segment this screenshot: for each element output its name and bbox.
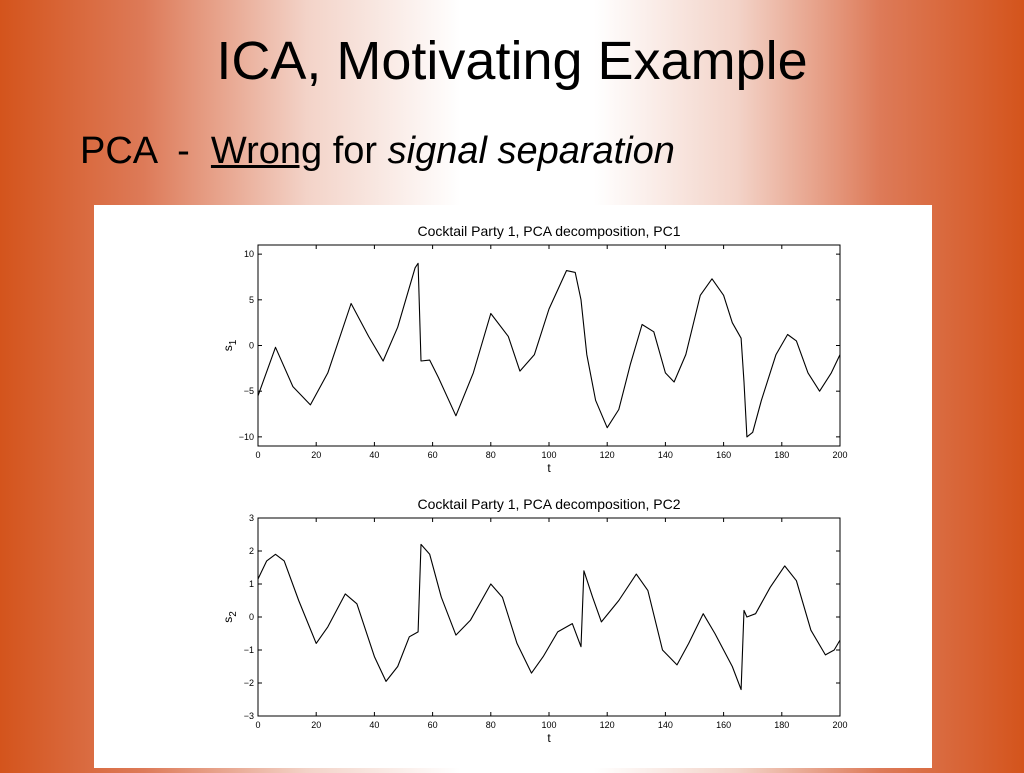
- chart-1-xtick-label: 40: [369, 450, 379, 460]
- chart-2-xtick-label: 200: [832, 720, 847, 730]
- chart-2-xtick-label: 40: [369, 720, 379, 730]
- chart-2-series-line: [257, 543, 841, 691]
- chart-2: Cocktail Party 1, PCA decomposition, PC2…: [221, 496, 848, 745]
- chart-2-ytick-label: 2: [249, 546, 254, 556]
- chart-1-xtick-label: 0: [255, 450, 260, 460]
- chart-1-xtick-label: 80: [486, 450, 496, 460]
- chart-2-ytick-label: 3: [249, 513, 254, 523]
- chart-2-xtick-label: 160: [716, 720, 731, 730]
- chart-1: Cocktail Party 1, PCA decomposition, PC1…: [221, 223, 848, 475]
- chart-2-xtick-label: 120: [600, 720, 615, 730]
- chart-2-xtick-label: 80: [486, 720, 496, 730]
- chart-2-title: Cocktail Party 1, PCA decomposition, PC2: [417, 496, 680, 512]
- chart-1-xtick-label: 20: [311, 450, 321, 460]
- subtitle-prefix: PCA -: [80, 130, 211, 172]
- chart-2-xtick-label: 140: [658, 720, 673, 730]
- chart-2-xlabel: t: [547, 731, 551, 745]
- chart-2-xtick-label: 180: [774, 720, 789, 730]
- chart-1-xtick-label: 140: [658, 450, 673, 460]
- chart-1-xtick-label: 60: [428, 450, 438, 460]
- slide-subtitle: PCA - Wrong for signal separation: [80, 130, 675, 173]
- chart-1-ytick-label: 5: [249, 295, 254, 305]
- charts-svg: Cocktail Party 1, PCA decomposition, PC1…: [221, 223, 848, 745]
- chart-1-axes-box: [257, 244, 841, 447]
- chart-2-ytick-label: −2: [244, 678, 254, 688]
- chart-2-ylabel: s2: [221, 611, 239, 623]
- chart-2-xtick-label: 20: [311, 720, 321, 730]
- chart-2-xtick-label: 60: [428, 720, 438, 730]
- chart-2-ytick-label: −1: [244, 645, 254, 655]
- subtitle-underlined-word: Wrong: [210, 130, 323, 172]
- chart-1-ytick-label: 10: [244, 249, 254, 259]
- chart-1-ytick-label: −5: [244, 386, 254, 396]
- chart-2-xtick-label: 0: [255, 720, 260, 730]
- chart-1-xtick-label: 100: [541, 450, 556, 460]
- chart-1-ytick-label: 0: [249, 341, 254, 351]
- chart-1-xtick-label: 160: [716, 450, 731, 460]
- slide-title: ICA, Motivating Example: [216, 31, 808, 91]
- subtitle-middle: for: [322, 130, 388, 172]
- chart-1-xtick-label: 120: [600, 450, 615, 460]
- chart-1-xtick-label: 200: [832, 450, 847, 460]
- chart-2-ytick-label: 1: [249, 579, 254, 589]
- figure-panel: Cocktail Party 1, PCA decomposition, PC1…: [94, 205, 932, 768]
- chart-2-xtick-label: 100: [541, 720, 556, 730]
- chart-2-axes-box: [257, 517, 841, 717]
- chart-1-ylabel: s1: [221, 339, 239, 351]
- chart-1-xtick-label: 180: [774, 450, 789, 460]
- chart-1-series-line: [257, 262, 841, 438]
- chart-2-ytick-label: 0: [249, 612, 254, 622]
- chart-2-ytick-label: −3: [244, 711, 254, 721]
- chart-1-ytick-label: −10: [239, 432, 254, 442]
- chart-1-xlabel: t: [547, 461, 551, 475]
- chart-1-title: Cocktail Party 1, PCA decomposition, PC1: [417, 223, 680, 239]
- subtitle-italic: signal separation: [387, 130, 675, 172]
